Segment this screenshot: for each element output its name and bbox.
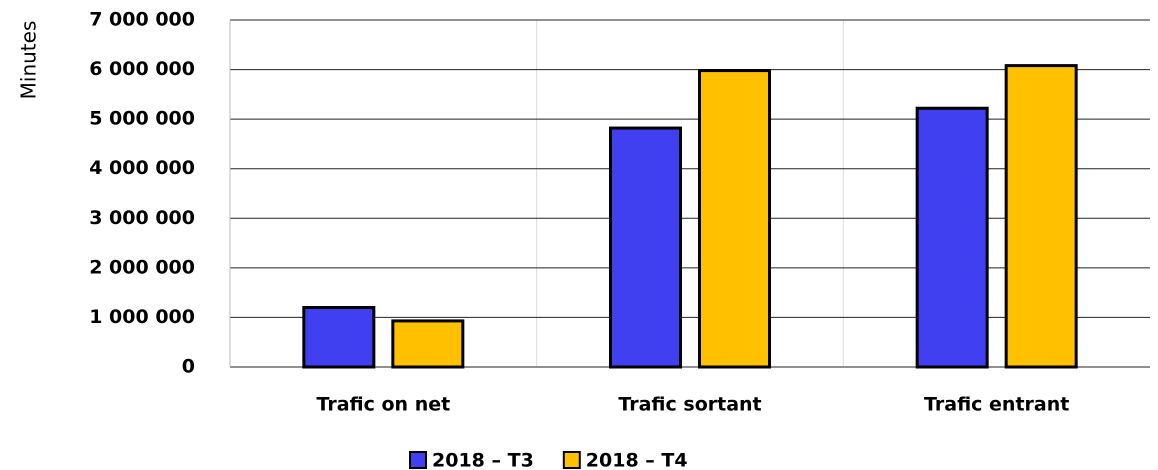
legend-swatch [562,451,581,469]
bar [391,319,465,369]
y-tick-label: 4 000 000 [89,157,195,179]
bar [915,106,989,369]
bar [698,69,771,369]
bar [1004,64,1078,369]
y-tick-label: 7 000 000 [89,9,195,31]
legend-swatch [409,451,427,469]
bar [609,126,682,369]
y-tick-label: 6 000 000 [89,58,195,80]
bar [302,306,376,369]
y-tick-label: 2 000 000 [89,256,195,278]
legend-label: 2018 – T4 [586,450,688,470]
legend-label: 2018 – T3 [432,450,534,470]
y-axis-label: Minutes [17,21,41,100]
x-tick-label: Trafic sortant [618,394,761,416]
y-tick-label: 1 000 000 [89,306,195,328]
y-tick-label: 5 000 000 [89,108,195,130]
y-tick-label: 0 [182,356,195,378]
y-tick-label: 3 000 000 [89,207,195,229]
x-tick-label: Trafic entrant [924,394,1069,416]
x-tick-label: Trafic on net [316,394,450,416]
